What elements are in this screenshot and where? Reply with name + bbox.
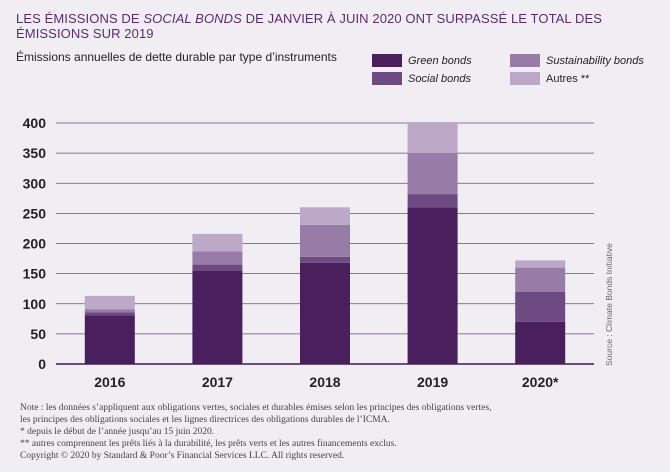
- bar-segment-sustainability-bonds: [84, 309, 135, 313]
- bar-segment-green-bonds: [192, 270, 243, 364]
- bar-segment-social-bonds: [84, 312, 135, 316]
- bar-segment-sustainability-bonds: [300, 224, 350, 257]
- legend-item-sustainability-bonds: Sustainability bonds: [510, 54, 650, 67]
- y-tick-label: 300: [23, 175, 47, 191]
- bar-segment-green-bonds: [407, 207, 458, 364]
- bar-segment-social-bonds: [192, 264, 243, 271]
- legend-label-sustainability-bonds: Sustainability bonds: [546, 54, 644, 67]
- bar-segment-sustainability-bonds: [192, 251, 243, 265]
- legend-swatch-autres: [510, 72, 540, 85]
- legend-swatch-green-bonds: [372, 54, 402, 67]
- footnote-line: les principes des obligations sociales e…: [20, 415, 390, 425]
- legend-label-green-bonds: Green bonds: [408, 54, 472, 67]
- x-tick-label: 2018: [309, 374, 340, 390]
- bar-segment-autres: [84, 295, 135, 310]
- x-tick-label: 2017: [202, 374, 233, 390]
- stacked-bar-chart: 0 50 100 150 200 250 300 350 400 2016 2017 2018 2019…: [23, 115, 594, 390]
- footnote-line: ** autres comprennent les prêts liés à l…: [20, 439, 397, 449]
- bar-segment-autres: [192, 233, 243, 252]
- footnotes: Note : les données s’appliquent aux obli…: [20, 402, 640, 462]
- chart-subtitle: Émissions annuelles de dette durable par…: [16, 50, 337, 64]
- y-tick-label: 150: [23, 266, 47, 282]
- y-tick-label: 400: [23, 115, 47, 131]
- legend-swatch-social-bonds: [372, 72, 402, 85]
- bar-segment-autres: [407, 123, 458, 154]
- bar-segment-social-bonds: [515, 291, 566, 322]
- bar-segment-green-bonds: [84, 315, 135, 364]
- y-tick-label: 50: [30, 326, 46, 342]
- y-tick-label: 250: [23, 205, 47, 221]
- bar-segment-social-bonds: [407, 194, 458, 208]
- bar-segment-sustainability-bonds: [515, 267, 566, 292]
- y-tick-label: 350: [23, 145, 47, 161]
- legend-label-autres: Autres **: [546, 72, 590, 85]
- legend-item-green-bonds: Green bonds: [372, 54, 510, 67]
- x-tick-label: 2016: [94, 374, 125, 390]
- legend-item-social-bonds: Social bonds: [372, 72, 510, 85]
- y-tick-label: 100: [23, 296, 47, 312]
- copyright: Copyright © 2020 by Standard & Poor’s Fi…: [20, 451, 345, 461]
- bar-segment-autres: [515, 260, 566, 268]
- x-tick-label: 2019: [417, 374, 448, 390]
- bar-segment-social-bonds: [300, 256, 350, 263]
- footnote-line: Note : les données s’appliquent aux obli…: [20, 403, 492, 413]
- bar-segment-green-bonds: [515, 321, 566, 364]
- bar-segment-green-bonds: [300, 262, 350, 364]
- source-note: Source : Climate Bonds Initiative: [604, 243, 614, 366]
- legend-label-social-bonds: Social bonds: [408, 72, 471, 85]
- bar-segment-sustainability-bonds: [407, 153, 458, 195]
- legend: Green bonds Sustainability bonds Social …: [372, 54, 652, 85]
- y-tick-label: 200: [23, 236, 47, 252]
- footnote-line: * depuis le début de l’année jusqu’au 15…: [20, 427, 215, 437]
- legend-swatch-sustainability-bonds: [510, 54, 540, 67]
- y-tick-label: 0: [38, 356, 46, 372]
- legend-item-autres: Autres **: [510, 72, 650, 85]
- x-tick-label: 2020*: [522, 374, 559, 390]
- chart-title: LES ÉMISSIONS DE SOCIAL BONDS DE JANVIER…: [16, 11, 603, 41]
- bar-segment-autres: [300, 207, 350, 225]
